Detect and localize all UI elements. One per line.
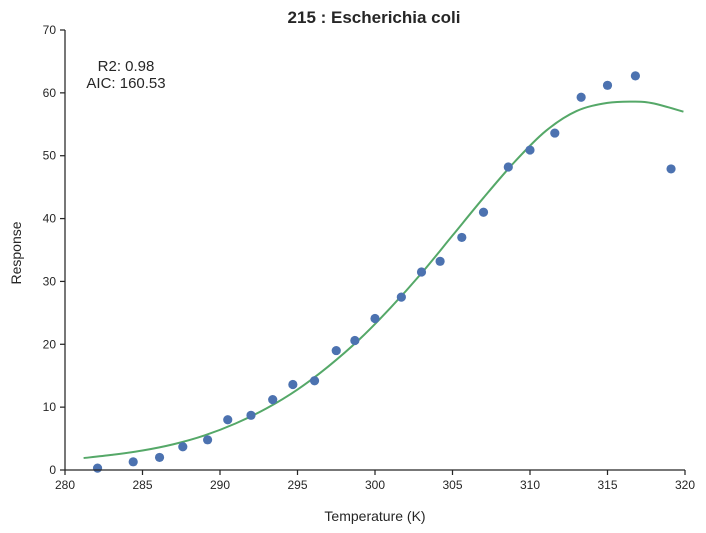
y-tick-label: 50 [43,149,57,163]
data-point [268,395,278,405]
data-point [416,267,427,277]
data-point [666,164,676,174]
data-point [92,463,103,473]
data-point [154,452,165,463]
data-point [309,376,320,386]
data-point [525,145,535,155]
data-point [503,162,513,172]
plot-area [83,71,684,473]
data-point [178,442,188,452]
y-tick-label: 10 [43,400,57,414]
data-points-layer [92,71,676,473]
y-tick-label: 30 [43,274,57,288]
aic-annotation: AIC: 160.53 [86,75,165,92]
y-tick-label: 20 [43,337,57,351]
x-tick-label: 280 [55,478,75,492]
data-point [457,232,467,243]
x-tick-label: 285 [132,478,152,492]
data-point [350,335,360,346]
y-tick-label: 70 [43,23,57,37]
data-point [203,435,213,445]
fit-curve-layer [83,100,684,460]
data-point [478,207,489,217]
y-tick-label: 60 [43,86,57,100]
data-point [128,457,138,467]
data-point [602,80,613,90]
data-point [370,313,380,324]
chart-title: 215 : Escherichia coli [288,8,461,27]
x-tick-label: 320 [675,478,695,492]
y-axis-label: Response [8,221,24,284]
data-point [630,71,641,81]
r2-annotation: R2: 0.98 [98,58,155,75]
x-axis-ticks: 280 285 290 295 300 305 310 315 320 [55,470,695,492]
y-tick-label: 0 [49,463,56,477]
y-tick-label: 40 [43,212,57,226]
x-tick-label: 315 [597,478,617,492]
x-tick-label: 300 [365,478,385,492]
y-axis-ticks: 0 10 20 30 40 50 60 70 [43,23,65,477]
x-tick-label: 290 [210,478,230,492]
x-tick-label: 305 [442,478,462,492]
x-tick-label: 295 [287,478,307,492]
data-point [550,128,560,138]
fit-curve [83,100,684,460]
data-point [435,256,445,266]
data-point [331,345,341,356]
data-point [288,379,298,390]
x-tick-label: 310 [520,478,540,492]
data-point [246,410,256,420]
data-point [223,415,233,425]
data-point [576,92,586,102]
x-axis-label: Temperature (K) [324,508,425,524]
data-point [396,292,406,302]
